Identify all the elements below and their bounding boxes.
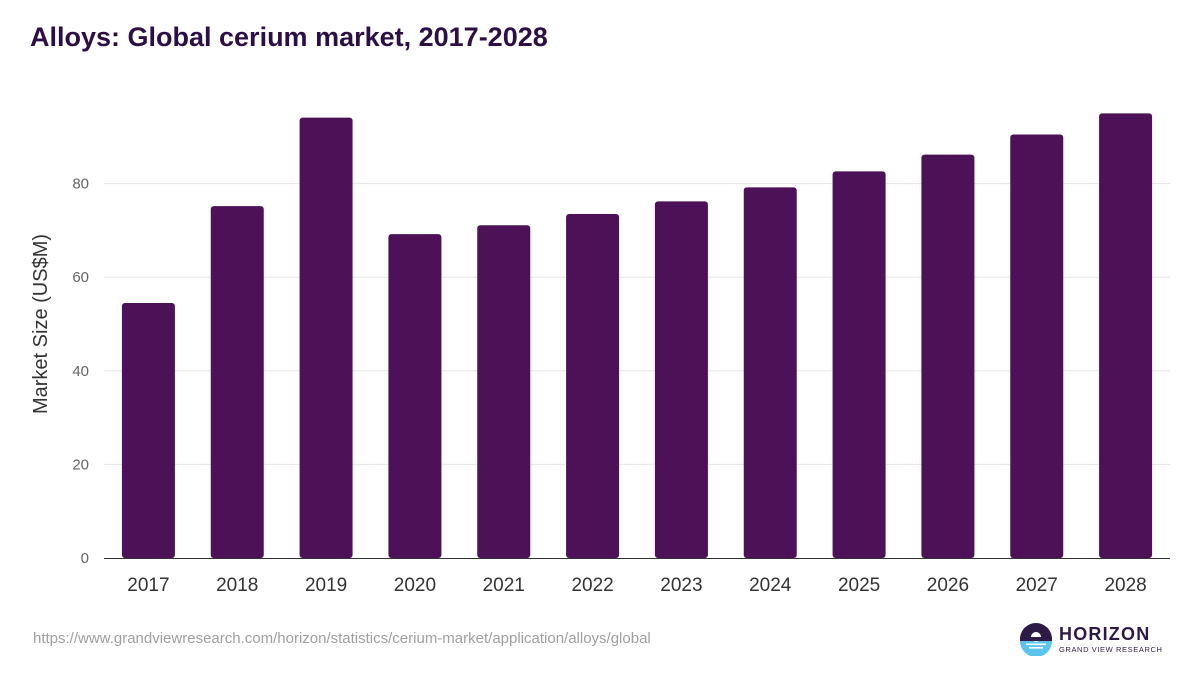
bar-2023 xyxy=(654,201,708,558)
bar-2017 xyxy=(121,302,175,558)
x-tick-label: 2026 xyxy=(927,575,969,596)
bar-2022 xyxy=(566,214,620,558)
y-tick-label: 0 xyxy=(81,550,89,567)
x-tick-label: 2018 xyxy=(216,575,258,596)
x-tick-label: 2020 xyxy=(394,575,436,596)
x-tick-label: 2022 xyxy=(571,575,613,596)
x-tick-label: 2019 xyxy=(305,575,347,596)
logo-name: HORIZON xyxy=(1059,623,1151,644)
bars xyxy=(121,113,1153,559)
x-tick-label: 2021 xyxy=(483,575,525,596)
bar-2021 xyxy=(477,225,531,558)
x-tick-label: 2023 xyxy=(660,575,702,596)
y-tick-label: 40 xyxy=(72,363,89,380)
bar-2025 xyxy=(832,171,886,558)
bar-2026 xyxy=(921,154,975,559)
y-axis-label: Market Size (US$M) xyxy=(30,234,52,414)
bar-chart: 0 20 40 60 80 2017 2018 2019 2020 2021 2022 2023 202… xyxy=(30,113,1170,596)
x-tick-label: 2017 xyxy=(127,575,169,596)
chart-title: Alloys: Global cerium market, 2017-2028 xyxy=(30,22,548,52)
y-tick-label: 80 xyxy=(72,176,89,193)
logo-subtitle: GRAND VIEW RESEARCH xyxy=(1059,644,1163,654)
gridlines xyxy=(104,183,1170,465)
bar-2020 xyxy=(388,234,442,559)
x-tick-label: 2025 xyxy=(838,575,880,596)
x-tick-label: 2028 xyxy=(1104,575,1146,596)
x-tick-label: 2027 xyxy=(1016,575,1058,596)
horizon-logo: HORIZON GRAND VIEW RESEARCH xyxy=(1019,622,1163,656)
bar-2024 xyxy=(743,187,797,558)
horizon-logo-icon xyxy=(1020,623,1052,656)
bar-2019 xyxy=(299,117,353,558)
y-tick-label: 60 xyxy=(72,269,89,286)
bar-2028 xyxy=(1099,113,1153,559)
y-tick-label: 20 xyxy=(72,456,89,473)
source-url: https://www.grandviewresearch.com/horizo… xyxy=(33,630,651,647)
axes: 0 20 40 60 80 2017 2018 2019 2020 2021 2022 2023 202… xyxy=(72,176,1170,596)
x-tick-label: 2024 xyxy=(749,575,792,596)
bar-2027 xyxy=(1010,134,1064,558)
bar-2018 xyxy=(210,206,264,558)
